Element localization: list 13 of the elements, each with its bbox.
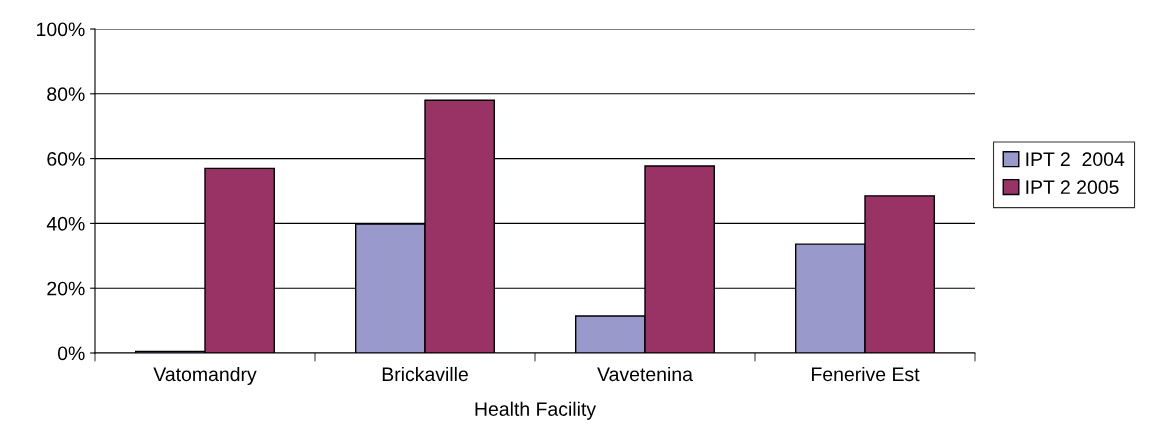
x-tick-label: Vavetenina: [597, 366, 693, 382]
y-tick-label: 80%: [47, 87, 85, 102]
y-tick-label: 20%: [47, 281, 85, 296]
x-tick-label: Brickaville: [382, 366, 468, 382]
y-tick-label: 40%: [46, 216, 85, 231]
x-axis-title: Health Facility: [475, 401, 597, 420]
y-tick-label: 0%: [57, 346, 85, 361]
legend-label: IPT 2 2004: [1026, 152, 1125, 167]
x-tick-label: Fenerive Est: [812, 366, 920, 382]
legend-label: IPT 2 2005: [1026, 180, 1119, 195]
y-tick-label: 100%: [37, 22, 85, 37]
x-tick-label: Vatomandry: [153, 366, 257, 386]
y-tick-label: 60%: [47, 152, 85, 166]
